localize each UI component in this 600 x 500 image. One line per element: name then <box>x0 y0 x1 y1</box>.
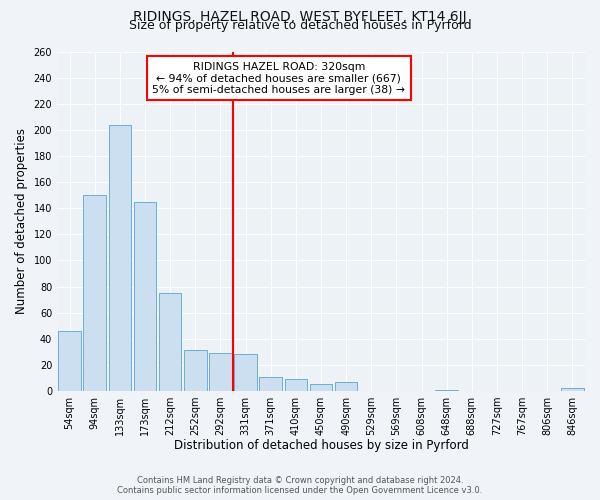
X-axis label: Distribution of detached houses by size in Pyrford: Distribution of detached houses by size … <box>173 440 469 452</box>
Bar <box>83 195 106 391</box>
Bar <box>234 354 257 391</box>
Bar <box>436 390 458 391</box>
Bar <box>184 350 206 391</box>
Bar <box>335 382 358 391</box>
Bar <box>58 331 81 391</box>
Bar <box>209 353 232 391</box>
Text: RIDINGS, HAZEL ROAD, WEST BYFLEET, KT14 6JJ: RIDINGS, HAZEL ROAD, WEST BYFLEET, KT14 … <box>133 10 467 24</box>
Y-axis label: Number of detached properties: Number of detached properties <box>15 128 28 314</box>
Text: Size of property relative to detached houses in Pyrford: Size of property relative to detached ho… <box>128 19 472 32</box>
Text: RIDINGS HAZEL ROAD: 320sqm
← 94% of detached houses are smaller (667)
5% of semi: RIDINGS HAZEL ROAD: 320sqm ← 94% of deta… <box>152 62 405 95</box>
Bar <box>259 376 282 391</box>
Bar <box>284 379 307 391</box>
Bar <box>159 293 181 391</box>
Bar <box>561 388 584 391</box>
Text: Contains HM Land Registry data © Crown copyright and database right 2024.
Contai: Contains HM Land Registry data © Crown c… <box>118 476 482 495</box>
Bar <box>310 384 332 391</box>
Bar <box>109 124 131 391</box>
Bar <box>134 202 157 391</box>
